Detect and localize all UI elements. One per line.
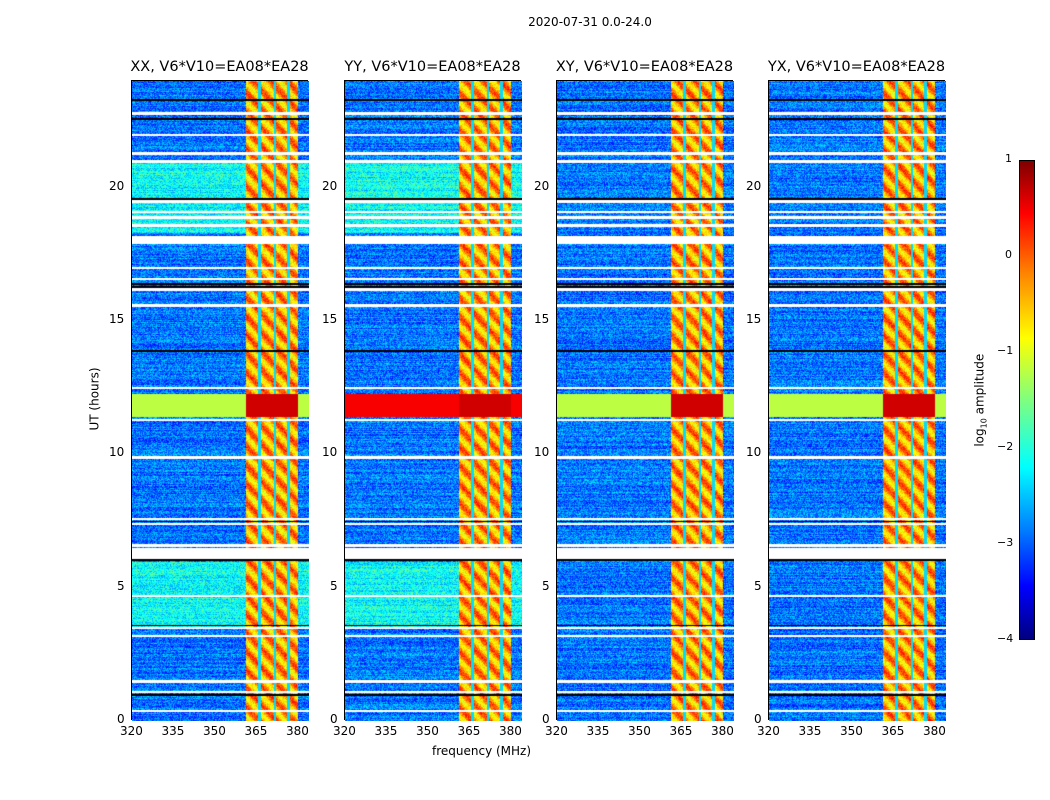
x-tick-label: 380 [710, 724, 734, 738]
x-tick-label: 320 [757, 724, 780, 738]
y-tick-label: 0 [330, 712, 338, 726]
x-tick-label: 350 [839, 724, 863, 738]
y-tick-label: 5 [542, 578, 550, 593]
y-tick-label: 20 [322, 178, 338, 193]
spectrogram-image [769, 81, 946, 721]
colorbar-tick-label: −3 [997, 536, 1014, 549]
x-tick-label: 380 [285, 724, 309, 738]
spectrogram-panel-3 [768, 80, 946, 721]
y-tick-label: 5 [117, 578, 125, 593]
x-tick-label: 335 [798, 724, 822, 738]
x-tick-label: 335 [374, 724, 398, 738]
panel-title-0: XX, V6*V10=EA08*EA28 [130, 59, 309, 75]
x-tick-label: 365 [881, 724, 905, 738]
y-tick-label: 15 [322, 312, 338, 326]
figure-title: 2020-07-31 0.0-24.0 [528, 15, 652, 29]
colorbar-label: log10 amplitude [972, 354, 988, 447]
colorbar-label-rest: amplitude [972, 353, 987, 419]
x-tick-label: 350 [627, 724, 651, 738]
x-tick-label: 335 [586, 724, 610, 738]
colorbar-tick-label: −2 [997, 440, 1014, 453]
y-tick-label: 20 [746, 178, 762, 193]
y-tick-label: 5 [330, 578, 338, 593]
colorbar-tick-label: −4 [997, 632, 1014, 645]
x-tick-label: 335 [161, 724, 185, 738]
y-tick-label: 0 [117, 712, 125, 726]
y-tick-label: 15 [109, 312, 125, 326]
colorbar [1019, 160, 1035, 640]
colorbar-label-sub: 10 [979, 418, 989, 429]
panel-title-1: YY, V6*V10=EA08*EA28 [344, 59, 521, 75]
y-tick-label: 10 [109, 445, 125, 460]
x-tick-label: 365 [457, 724, 481, 738]
x-tick-label: 380 [498, 724, 522, 738]
x-tick-label: 350 [415, 724, 439, 738]
spectrogram-panel-2 [556, 80, 734, 721]
y-axis-label: UT (hours) [87, 367, 102, 431]
colorbar-tick-label: 1 [1005, 152, 1012, 165]
spectrogram-image [345, 81, 522, 721]
x-tick-label: 365 [669, 724, 693, 738]
y-tick-label: 0 [754, 712, 762, 726]
y-tick-label: 10 [322, 445, 338, 460]
x-tick-label: 380 [922, 724, 946, 738]
x-tick-label: 320 [333, 724, 356, 738]
spectrogram-image [132, 81, 309, 721]
x-tick-label: 320 [120, 724, 143, 738]
x-axis-label: frequency (MHz) [432, 744, 532, 758]
y-tick-label: 0 [542, 712, 550, 726]
panel-title-3: YX, V6*V10=EA08*EA28 [767, 59, 946, 75]
spectrogram-panel-1 [344, 80, 522, 721]
x-tick-label: 365 [244, 724, 268, 738]
colorbar-tick-label: 0 [1005, 248, 1012, 261]
y-tick-label: 20 [534, 178, 550, 193]
spectrogram-image [557, 81, 734, 721]
spectrogram-panel-0 [131, 80, 309, 721]
y-tick-label: 15 [534, 312, 550, 326]
y-tick-label: 10 [746, 445, 762, 460]
colorbar-tick-label: −1 [997, 344, 1014, 357]
colorbar-label-main: log [972, 428, 987, 447]
y-tick-label: 5 [754, 578, 762, 593]
x-tick-label: 350 [202, 724, 226, 738]
y-tick-label: 10 [534, 445, 550, 460]
y-tick-label: 15 [746, 312, 762, 326]
panel-title-2: XY, V6*V10=EA08*EA28 [555, 59, 734, 75]
x-tick-label: 320 [545, 724, 568, 738]
y-tick-label: 20 [109, 178, 125, 193]
